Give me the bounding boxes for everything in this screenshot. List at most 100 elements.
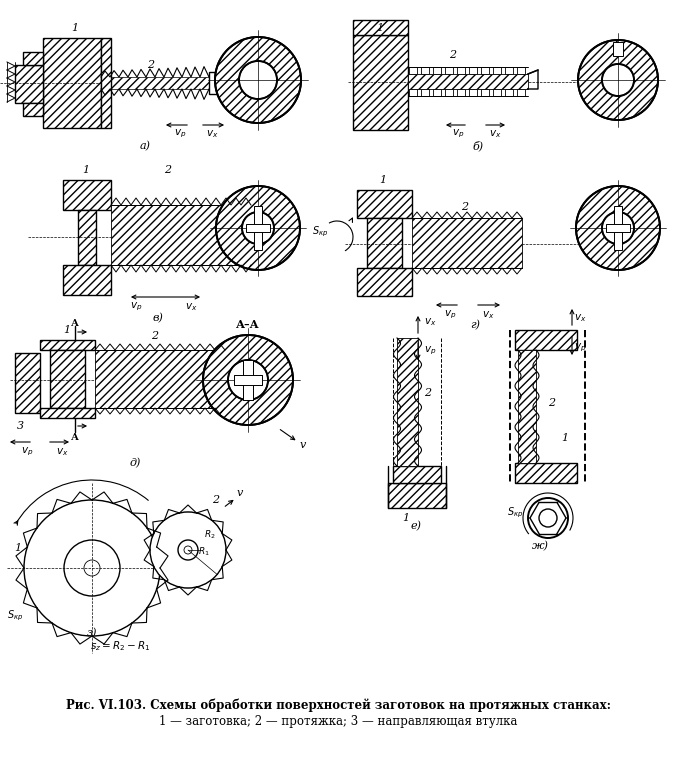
- Bar: [518, 350, 536, 463]
- Text: $v_р$: $v_р$: [444, 309, 456, 321]
- Bar: [246, 224, 270, 232]
- Circle shape: [239, 61, 277, 99]
- Bar: [95, 350, 225, 408]
- Bar: [243, 360, 253, 400]
- Bar: [469, 89, 477, 96]
- Bar: [614, 206, 622, 250]
- Text: ж): ж): [531, 541, 548, 551]
- Text: д): д): [129, 458, 141, 468]
- Bar: [469, 67, 477, 74]
- Text: в): в): [152, 313, 163, 323]
- Bar: [357, 268, 412, 296]
- Text: 1: 1: [561, 433, 569, 443]
- Bar: [613, 42, 623, 56]
- Bar: [101, 38, 111, 128]
- Bar: [445, 89, 453, 96]
- Text: $v_х$: $v_х$: [424, 316, 436, 328]
- Bar: [517, 89, 525, 96]
- Text: 1: 1: [72, 23, 79, 33]
- Bar: [357, 190, 412, 218]
- Text: $v_р$: $v_р$: [21, 446, 33, 458]
- Bar: [243, 360, 253, 400]
- Bar: [23, 103, 43, 116]
- Circle shape: [578, 40, 658, 120]
- Bar: [40, 340, 95, 350]
- Circle shape: [242, 212, 274, 244]
- Text: $v_х$: $v_х$: [206, 128, 218, 140]
- Text: 2: 2: [213, 495, 219, 505]
- Text: $v_р$: $v_р$: [424, 345, 436, 357]
- Bar: [234, 375, 262, 385]
- Text: v: v: [237, 488, 243, 498]
- Circle shape: [215, 37, 301, 123]
- Circle shape: [184, 546, 192, 554]
- Bar: [15, 353, 40, 413]
- Text: 2: 2: [152, 331, 158, 341]
- Bar: [43, 38, 101, 128]
- Bar: [481, 89, 489, 96]
- Text: 1: 1: [379, 175, 387, 185]
- Text: 2: 2: [148, 60, 154, 70]
- Bar: [409, 67, 417, 74]
- Circle shape: [602, 212, 634, 244]
- Bar: [481, 67, 489, 74]
- Circle shape: [150, 512, 226, 588]
- Text: А: А: [71, 434, 79, 443]
- Text: $v_р$: $v_р$: [130, 301, 142, 313]
- Bar: [505, 67, 513, 74]
- Bar: [493, 67, 501, 74]
- Text: г): г): [470, 320, 480, 330]
- Text: $R_2$: $R_2$: [204, 529, 216, 541]
- Text: 1: 1: [14, 543, 22, 553]
- Text: 3: 3: [16, 421, 24, 431]
- Text: v: v: [300, 440, 306, 450]
- Bar: [353, 35, 408, 130]
- Bar: [408, 74, 528, 89]
- Circle shape: [576, 186, 660, 270]
- Text: 2: 2: [165, 165, 171, 175]
- Circle shape: [539, 509, 557, 527]
- Bar: [505, 89, 513, 96]
- Bar: [433, 89, 441, 96]
- Circle shape: [528, 498, 568, 538]
- Text: $v_х$: $v_х$: [185, 301, 197, 313]
- Text: з): з): [87, 628, 97, 638]
- Bar: [254, 206, 262, 250]
- Circle shape: [84, 560, 100, 576]
- Bar: [445, 67, 453, 74]
- Text: $v_х$: $v_х$: [573, 312, 586, 324]
- Circle shape: [64, 540, 120, 596]
- Text: 1: 1: [402, 513, 410, 523]
- Text: А: А: [71, 318, 79, 327]
- Circle shape: [178, 540, 198, 560]
- Text: $v_х$: $v_х$: [482, 309, 494, 321]
- Bar: [63, 180, 111, 210]
- Bar: [606, 224, 630, 232]
- Circle shape: [203, 335, 293, 425]
- Text: е): е): [410, 521, 422, 531]
- Bar: [412, 218, 522, 268]
- Text: $v_р$: $v_р$: [452, 128, 464, 140]
- Bar: [517, 67, 525, 74]
- Text: $S_{кр}$: $S_{кр}$: [507, 506, 523, 520]
- Bar: [353, 20, 408, 35]
- Bar: [388, 483, 446, 508]
- Text: 2: 2: [450, 50, 456, 60]
- Text: $v_х$: $v_х$: [56, 446, 68, 458]
- Bar: [393, 466, 441, 483]
- Bar: [111, 205, 251, 265]
- Bar: [209, 72, 231, 94]
- Text: 2: 2: [424, 388, 431, 398]
- Text: а): а): [139, 141, 150, 151]
- Circle shape: [228, 360, 268, 400]
- Bar: [515, 330, 577, 350]
- Text: б): б): [473, 141, 483, 152]
- Bar: [433, 67, 441, 74]
- Bar: [421, 67, 429, 74]
- Circle shape: [216, 186, 300, 270]
- Text: 1: 1: [376, 23, 384, 33]
- Text: 1: 1: [83, 165, 89, 175]
- Bar: [457, 67, 465, 74]
- Circle shape: [24, 500, 160, 636]
- Text: $v_р$: $v_р$: [574, 342, 586, 354]
